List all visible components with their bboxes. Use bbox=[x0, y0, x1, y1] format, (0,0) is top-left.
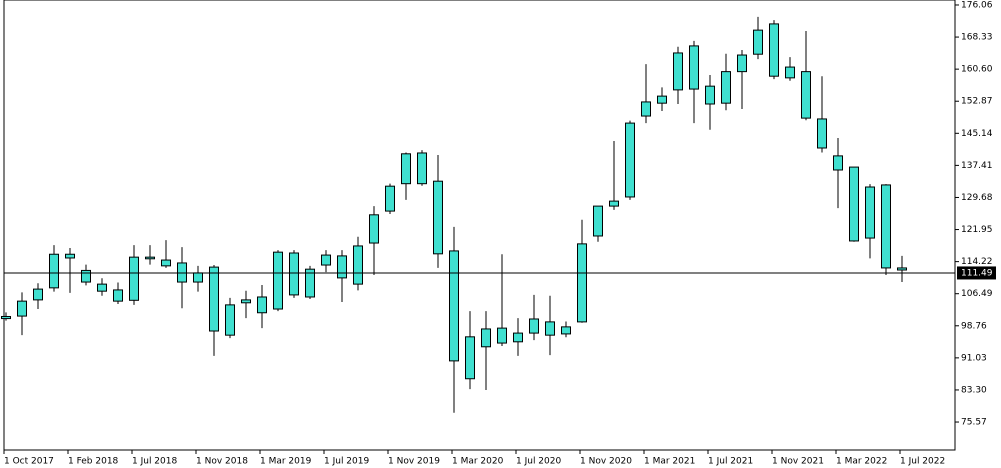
x-tick-label: 1 Nov 2021 bbox=[772, 457, 824, 467]
x-tick-label: 1 Jul 2018 bbox=[132, 457, 177, 467]
candle-body bbox=[353, 245, 363, 285]
candle-body bbox=[769, 23, 779, 77]
candle-body bbox=[849, 166, 859, 242]
y-tick-label: 98.76 bbox=[961, 321, 987, 331]
plot-frame bbox=[3, 0, 956, 451]
candle-body bbox=[609, 200, 619, 207]
candle-body bbox=[465, 336, 475, 380]
x-tick-label: 1 Jul 2021 bbox=[708, 457, 753, 467]
candle-body bbox=[65, 253, 75, 259]
candle-body bbox=[241, 299, 251, 304]
candle-body bbox=[449, 250, 459, 362]
candle-body bbox=[161, 259, 171, 267]
candle-body bbox=[737, 54, 747, 73]
candle-body bbox=[257, 296, 267, 314]
y-tick-label: 176.06 bbox=[961, 0, 993, 10]
last-price-box bbox=[957, 266, 996, 280]
x-tick-label: 1 Mar 2021 bbox=[644, 457, 695, 467]
candle-body bbox=[337, 255, 347, 279]
y-tick-label: 75.57 bbox=[961, 418, 987, 428]
candle-body bbox=[481, 328, 491, 348]
y-tick-label: 152.87 bbox=[961, 97, 993, 107]
candle-body bbox=[289, 252, 299, 296]
candle-body bbox=[801, 71, 811, 119]
x-tick-label: 1 Mar 2019 bbox=[260, 457, 312, 467]
candle-body bbox=[33, 288, 43, 301]
candle-body bbox=[881, 184, 891, 269]
candle-body bbox=[97, 283, 107, 292]
y-tick-label: 83.30 bbox=[961, 385, 987, 395]
candle-body bbox=[865, 186, 875, 239]
x-tick-label: 1 Jul 2020 bbox=[516, 457, 561, 467]
candle-body bbox=[17, 300, 27, 317]
x-tick-label: 1 Mar 2020 bbox=[452, 457, 504, 467]
candle-body bbox=[641, 101, 651, 117]
candle-body bbox=[497, 327, 507, 344]
candle-body bbox=[625, 122, 635, 198]
x-tick-label: 1 Jul 2019 bbox=[324, 457, 369, 467]
candle-body bbox=[273, 251, 283, 310]
candle-body bbox=[577, 243, 587, 323]
candle-body bbox=[193, 272, 203, 283]
x-tick-label: 1 Oct 2017 bbox=[4, 457, 54, 467]
candle-body bbox=[593, 205, 603, 237]
last-price-label: 111.49 bbox=[961, 268, 993, 278]
candle-body bbox=[49, 253, 59, 289]
candle-body bbox=[225, 304, 235, 336]
candle-body bbox=[753, 29, 763, 55]
x-tick-label: 1 Mar 2022 bbox=[836, 457, 887, 467]
candle-body bbox=[545, 321, 555, 336]
candle-body bbox=[785, 66, 795, 79]
candle-body bbox=[529, 318, 539, 334]
y-tick-label: 121.95 bbox=[961, 225, 993, 235]
candle-body bbox=[305, 268, 315, 298]
x-tick-label: 1 Nov 2020 bbox=[580, 457, 632, 467]
y-tick-label: 106.49 bbox=[961, 289, 993, 299]
x-tick-label: 1 Nov 2019 bbox=[388, 457, 440, 467]
candle-body bbox=[401, 153, 411, 185]
candle-body bbox=[385, 185, 395, 212]
candle-body bbox=[321, 254, 331, 266]
candle-body bbox=[129, 256, 139, 301]
candle-body bbox=[817, 118, 827, 149]
candle-body bbox=[433, 180, 443, 255]
y-tick-label: 145.14 bbox=[961, 129, 993, 139]
y-tick-label: 160.60 bbox=[961, 65, 993, 75]
candle-body bbox=[833, 155, 843, 171]
y-tick-label: 168.33 bbox=[961, 33, 993, 43]
candle-body bbox=[721, 71, 731, 104]
candle-body bbox=[145, 256, 155, 260]
candle-body bbox=[689, 45, 699, 90]
candle-body bbox=[657, 95, 667, 104]
x-tick-label: 1 Feb 2018 bbox=[68, 457, 119, 467]
candle-body bbox=[113, 289, 123, 302]
candle-body bbox=[417, 152, 427, 185]
candle-body bbox=[81, 269, 91, 283]
candle-body bbox=[673, 52, 683, 91]
y-tick-label: 137.41 bbox=[961, 161, 993, 171]
x-tick-label: 1 Jul 2022 bbox=[900, 457, 945, 467]
candle-body bbox=[1, 315, 11, 320]
candle-body bbox=[561, 326, 571, 335]
candle-body bbox=[209, 266, 219, 332]
candle-body bbox=[705, 85, 715, 105]
y-tick-label: 114.22 bbox=[961, 257, 993, 267]
x-tick-label: 1 Nov 2018 bbox=[196, 457, 248, 467]
candle-body bbox=[513, 332, 523, 343]
y-tick-label: 129.68 bbox=[961, 193, 993, 203]
y-tick-label: 91.03 bbox=[961, 353, 987, 363]
candle-body bbox=[897, 267, 907, 271]
candle-body bbox=[369, 214, 379, 244]
